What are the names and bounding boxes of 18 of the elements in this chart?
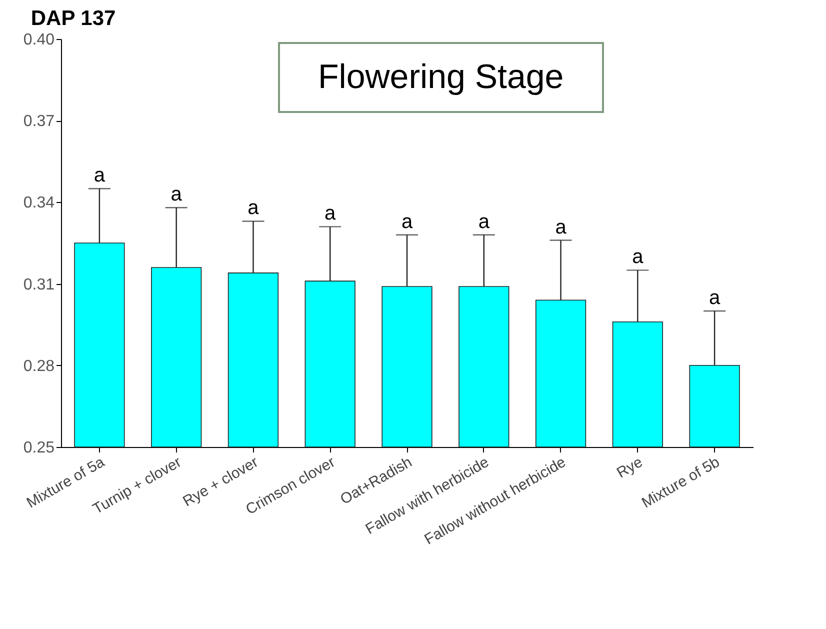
y-tick-label: 0.40 [23, 32, 55, 48]
y-tick-label: 0.34 [23, 194, 55, 212]
y-tick-label: 0.25 [23, 440, 55, 456]
annotation: a [248, 197, 260, 220]
annotation: a [632, 246, 644, 268]
x-tick-label: Rye [614, 454, 646, 482]
annotation: a [555, 216, 568, 238]
annotation: a [324, 202, 337, 225]
y-tick-label: 0.31 [23, 276, 55, 294]
annotation: a [170, 184, 183, 206]
y-tick-label: 0.28 [23, 358, 55, 375]
annotation: a [94, 164, 106, 187]
annotation: Flowering Stage [278, 42, 604, 113]
annotation: a [478, 210, 490, 233]
y-tick-label: 0.37 [23, 113, 55, 130]
chart-title: DAP 137 [30, 7, 116, 30]
annotation: a [401, 210, 414, 233]
annotation: a [708, 287, 721, 309]
